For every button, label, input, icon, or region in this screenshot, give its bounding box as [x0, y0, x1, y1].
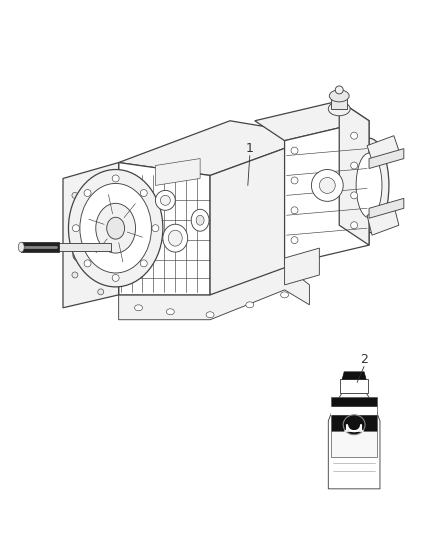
Polygon shape: [369, 198, 404, 218]
Ellipse shape: [351, 132, 357, 139]
Polygon shape: [21, 242, 59, 252]
Ellipse shape: [68, 169, 163, 287]
Polygon shape: [340, 379, 368, 393]
Ellipse shape: [191, 209, 209, 231]
Ellipse shape: [84, 190, 91, 197]
Ellipse shape: [166, 309, 174, 315]
Ellipse shape: [349, 138, 389, 233]
Ellipse shape: [96, 203, 135, 253]
Ellipse shape: [311, 169, 343, 201]
Ellipse shape: [140, 190, 147, 197]
Polygon shape: [63, 163, 119, 308]
Text: 2: 2: [360, 353, 368, 366]
Ellipse shape: [206, 312, 214, 318]
Ellipse shape: [140, 260, 147, 267]
Ellipse shape: [98, 217, 104, 223]
Polygon shape: [342, 372, 366, 379]
Ellipse shape: [71, 207, 87, 223]
Ellipse shape: [351, 162, 357, 169]
Ellipse shape: [291, 237, 298, 244]
Ellipse shape: [196, 215, 204, 225]
Polygon shape: [367, 205, 399, 235]
Polygon shape: [285, 121, 369, 265]
Polygon shape: [328, 393, 380, 489]
Ellipse shape: [343, 415, 365, 435]
Ellipse shape: [335, 86, 343, 94]
Ellipse shape: [356, 153, 382, 218]
Ellipse shape: [291, 147, 298, 154]
Ellipse shape: [72, 192, 78, 198]
Polygon shape: [21, 243, 111, 251]
Ellipse shape: [291, 177, 298, 184]
Polygon shape: [119, 121, 319, 175]
Ellipse shape: [84, 260, 91, 267]
Ellipse shape: [134, 305, 142, 311]
Polygon shape: [339, 101, 369, 245]
Ellipse shape: [72, 272, 78, 278]
Ellipse shape: [98, 257, 104, 263]
Ellipse shape: [328, 102, 350, 116]
Ellipse shape: [155, 190, 175, 211]
Ellipse shape: [98, 182, 104, 188]
Ellipse shape: [72, 232, 78, 238]
Polygon shape: [331, 397, 377, 431]
Ellipse shape: [329, 90, 349, 102]
Ellipse shape: [351, 192, 357, 199]
Text: 1: 1: [246, 142, 254, 155]
Ellipse shape: [112, 274, 119, 281]
Polygon shape: [119, 265, 309, 320]
Polygon shape: [119, 163, 210, 295]
Ellipse shape: [152, 225, 159, 232]
Ellipse shape: [168, 230, 182, 246]
Ellipse shape: [246, 302, 254, 308]
Polygon shape: [255, 101, 369, 141]
Ellipse shape: [18, 242, 24, 252]
Polygon shape: [155, 158, 200, 185]
Ellipse shape: [107, 217, 124, 239]
Ellipse shape: [98, 289, 104, 295]
Polygon shape: [285, 248, 319, 285]
Ellipse shape: [351, 222, 357, 229]
Ellipse shape: [163, 224, 188, 252]
Ellipse shape: [319, 177, 335, 193]
Polygon shape: [331, 407, 377, 415]
Ellipse shape: [291, 207, 298, 214]
Ellipse shape: [80, 183, 152, 273]
Polygon shape: [331, 431, 377, 457]
Polygon shape: [369, 149, 404, 168]
Ellipse shape: [112, 175, 119, 182]
Ellipse shape: [72, 225, 79, 232]
Polygon shape: [331, 96, 347, 109]
Polygon shape: [210, 136, 319, 295]
Ellipse shape: [281, 292, 289, 298]
Ellipse shape: [73, 249, 85, 261]
Polygon shape: [367, 136, 399, 160]
Ellipse shape: [160, 196, 170, 205]
